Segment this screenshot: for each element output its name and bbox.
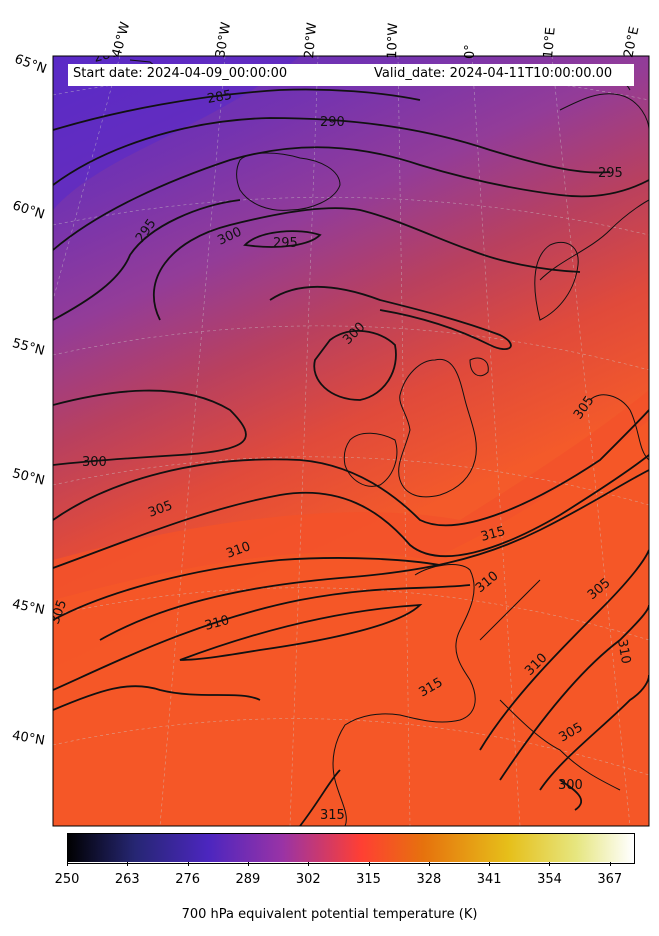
contour-label: 300 <box>82 455 107 470</box>
contours <box>53 88 649 826</box>
colorbar-tick-mark <box>187 862 189 866</box>
colorbar-tick-label: 276 <box>175 872 201 887</box>
colorbar-tick-label: 263 <box>114 872 140 887</box>
start-date-label: Start date: 2024-04-09_00:00:00 <box>73 66 288 81</box>
colorbar-tick-label: 302 <box>295 872 321 887</box>
longitude-label: 10°E <box>541 26 559 60</box>
longitude-label: 20°W <box>302 21 321 59</box>
colorbar-tick-mark <box>609 862 611 866</box>
colorbar-tick-mark <box>127 862 129 866</box>
contour-label: 300 <box>558 778 583 793</box>
contour-label: 310 <box>614 638 633 665</box>
colorbar-tick-label: 250 <box>54 872 80 887</box>
contour-label: 290 <box>320 115 345 130</box>
colorbar-tick-mark <box>67 862 68 866</box>
colorbar-frame <box>67 833 635 864</box>
colorbar-tick-mark <box>549 862 551 866</box>
colorbar-tick-mark <box>308 862 310 866</box>
theta-e-field: 280 285 290 295 295 300 295 300 300 305 … <box>53 45 649 826</box>
contour-label: 295 <box>273 236 298 251</box>
longitude-label: 10°W <box>385 22 402 59</box>
contour-label: 315 <box>479 524 507 545</box>
colorbar-title: 700 hPa equivalent potential temperature… <box>181 907 478 922</box>
colorbar-tick-label: 328 <box>416 872 442 887</box>
colorbar-tick-mark <box>368 862 370 866</box>
colorbar-tick-label: 289 <box>235 872 261 887</box>
colorbar-tick-label: 341 <box>476 872 502 887</box>
colorbar-gradient <box>67 833 633 862</box>
map-frame <box>52 55 650 827</box>
colorbar-tick-mark <box>428 862 430 866</box>
header-box <box>68 64 634 86</box>
contour-label: 295 <box>598 166 623 181</box>
contour-labels: 280 285 290 295 295 300 295 300 300 305 … <box>53 45 633 823</box>
valid-date-label: Valid_date: 2024-04-11T10:00:00.00 <box>374 66 613 81</box>
colorbar-tick-mark <box>247 862 249 866</box>
colorbar-tick-label: 367 <box>597 872 623 887</box>
contour-label: 310 <box>203 613 231 634</box>
contour-label: 315 <box>320 808 345 823</box>
colorbar-tick-label: 354 <box>537 872 562 887</box>
colorbar-tick-label: 315 <box>356 872 381 887</box>
coastlines <box>129 59 649 826</box>
contour-label: 285 <box>206 88 233 107</box>
longitude-label: 0° <box>463 44 478 59</box>
colorbar-tick-mark <box>489 862 491 866</box>
contour-label: 280 <box>92 45 120 66</box>
